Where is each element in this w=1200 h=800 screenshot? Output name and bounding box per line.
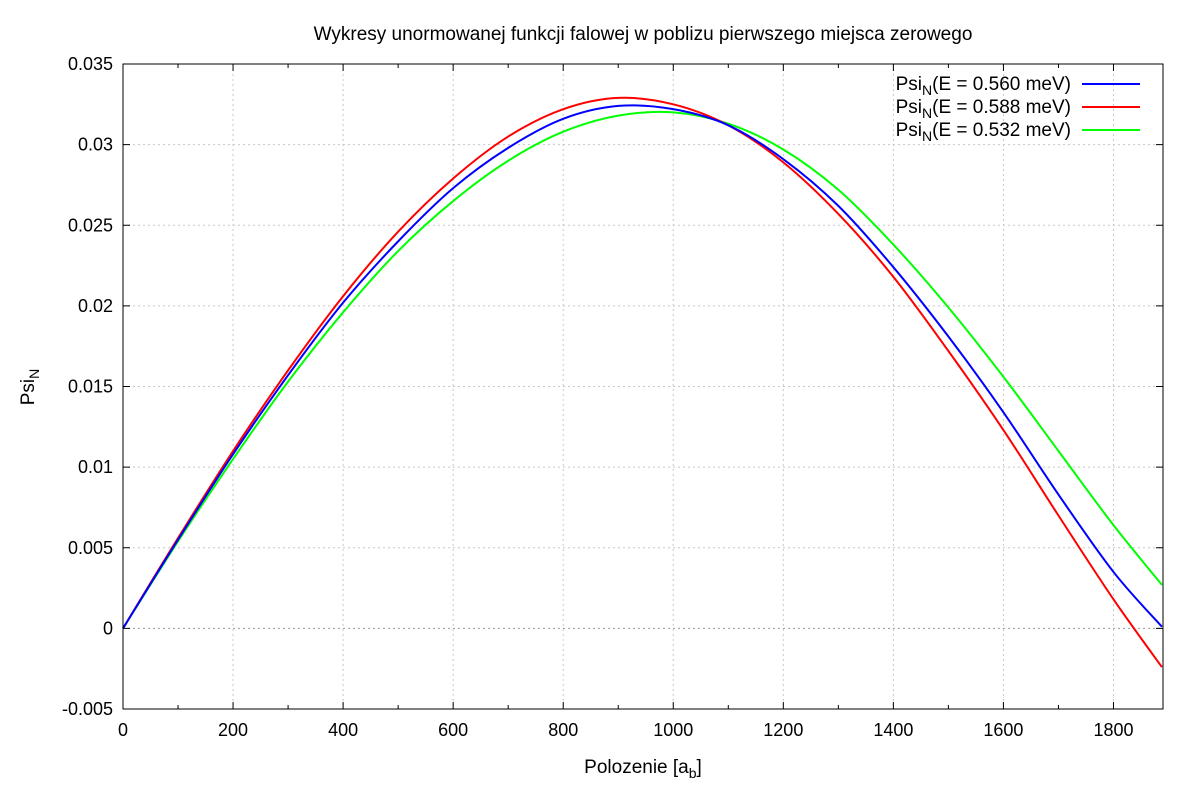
x-axis-label-end: ] bbox=[697, 757, 702, 778]
y-axis-label: PsiN bbox=[18, 369, 42, 406]
y-axis-label-main: Psi bbox=[18, 379, 39, 405]
series-lines bbox=[122, 96, 1163, 668]
legend-entry-1: PsiN(E = 0.560 meV) bbox=[896, 74, 1071, 98]
x-tick-label: 200 bbox=[218, 720, 248, 740]
legend-text-sub: N bbox=[922, 128, 932, 144]
x-tick-label: 1200 bbox=[763, 720, 803, 740]
y-tick-label: 0.035 bbox=[68, 54, 113, 74]
y-tick-label: 0.015 bbox=[68, 377, 113, 397]
y-tick-label: 0 bbox=[103, 618, 113, 638]
legend-entry-2: PsiN(E = 0.588 meV) bbox=[896, 97, 1071, 121]
grid bbox=[123, 64, 1163, 709]
chart-title: Wykresy unormowanej funkcji falowej w po… bbox=[314, 24, 973, 45]
legend-text-rest: (E = 0.588 meV) bbox=[932, 97, 1071, 118]
y-tick-label: 0.01 bbox=[78, 457, 113, 477]
series-line-3 bbox=[122, 110, 1163, 629]
x-tick-label: 0 bbox=[118, 720, 128, 740]
series-line-2 bbox=[122, 96, 1163, 668]
legend-text-main: Psi bbox=[896, 97, 922, 118]
legend-text-sub: N bbox=[922, 105, 932, 121]
x-axis-label: Polozenie [ab] bbox=[584, 757, 702, 781]
x-tick-label: 1800 bbox=[1093, 720, 1133, 740]
legend-text-main: Psi bbox=[896, 74, 922, 95]
legend-text-main: Psi bbox=[896, 120, 922, 141]
x-tick-label: 600 bbox=[438, 720, 468, 740]
x-tick-label: 800 bbox=[548, 720, 578, 740]
legend-entry-3: PsiN(E = 0.532 meV) bbox=[896, 120, 1071, 144]
series-line-1 bbox=[122, 104, 1163, 629]
x-tick-label: 1400 bbox=[873, 720, 913, 740]
x-tick-label: 1600 bbox=[983, 720, 1023, 740]
y-tick-label: 0.025 bbox=[68, 215, 113, 235]
y-axis-label-sub: N bbox=[26, 369, 42, 379]
y-tick-label: 0.005 bbox=[68, 538, 113, 558]
legend-text-sub: N bbox=[922, 82, 932, 98]
y-tick-label: 0.03 bbox=[78, 135, 113, 155]
axis-ticks bbox=[122, 63, 1163, 710]
x-axis-label-sub: b bbox=[689, 765, 697, 781]
legend-text-rest: (E = 0.532 meV) bbox=[932, 120, 1071, 141]
legend-text-rest: (E = 0.560 meV) bbox=[932, 74, 1071, 95]
x-tick-label: 1000 bbox=[653, 720, 693, 740]
y-tick-label: -0.005 bbox=[62, 699, 113, 719]
legend: PsiN(E = 0.560 meV)PsiN(E = 0.588 meV)Ps… bbox=[896, 74, 1140, 144]
x-axis-label-main: Polozenie [a bbox=[584, 757, 689, 778]
y-tick-label: 0.02 bbox=[78, 296, 113, 316]
tick-labels: 0 200 400 600 800 1000 1200 1400 1600 1800-0.0050… bbox=[62, 54, 1134, 740]
x-tick-label: 400 bbox=[328, 720, 358, 740]
